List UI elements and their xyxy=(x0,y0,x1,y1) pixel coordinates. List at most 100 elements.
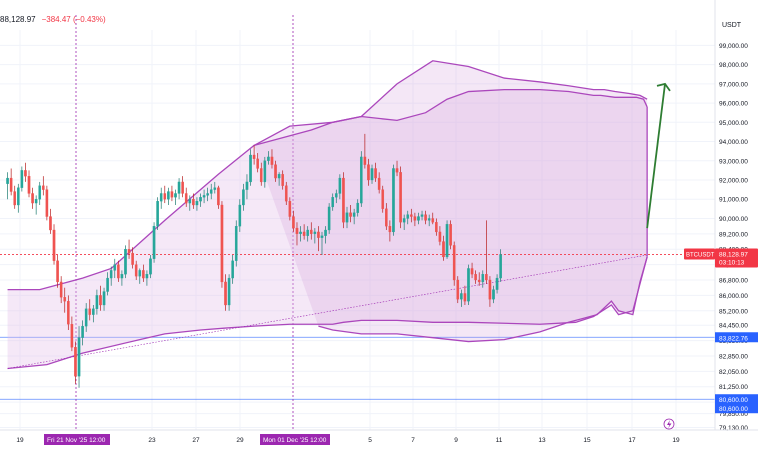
candle-body xyxy=(481,274,485,283)
outer-upper-band-line xyxy=(253,60,648,146)
date-highlight-label: Mon 01 Dec '25 12:00 xyxy=(263,437,327,444)
price-tick-label: 85,200.00 xyxy=(719,308,748,315)
candle-body xyxy=(377,177,381,190)
candle-body xyxy=(274,164,277,179)
price-tick-label: 94,000.00 xyxy=(719,139,748,146)
price-tick-label: 84,450.00 xyxy=(719,323,748,330)
time-tick-label: 7 xyxy=(411,437,415,444)
candle-body xyxy=(220,204,224,283)
candle-body xyxy=(359,156,363,204)
candle-body xyxy=(77,337,81,377)
candle-body xyxy=(142,270,145,279)
candle-body xyxy=(474,274,477,281)
time-tick-label: 27 xyxy=(192,437,200,444)
candle-body xyxy=(292,216,295,229)
candle-body xyxy=(63,297,67,302)
candle-body xyxy=(134,264,138,277)
candle-body xyxy=(177,181,181,194)
candle-body xyxy=(38,185,42,200)
symbol-label: BTCUSDT xyxy=(686,252,715,258)
price-tick-label: 96,000.00 xyxy=(719,101,748,108)
time-tick-label: 9 xyxy=(454,437,458,444)
time-tick-label: 11 xyxy=(496,437,503,444)
candle-body xyxy=(460,293,463,300)
candle-body xyxy=(167,191,170,200)
time-tick-label: 17 xyxy=(628,437,636,444)
price-tick-label: 79,130.00 xyxy=(719,425,748,432)
range-band-fill xyxy=(7,89,648,369)
candle-body xyxy=(59,281,63,298)
candle-body xyxy=(417,216,420,221)
alert-icon xyxy=(663,418,675,430)
candle-body xyxy=(463,293,467,302)
projection-arrow-line xyxy=(646,83,666,229)
candle-body xyxy=(435,222,438,233)
candle-body xyxy=(184,193,188,204)
price-tick-label: 91,000.00 xyxy=(719,197,748,204)
candle-body xyxy=(231,260,234,279)
price-tick-label: 97,000.00 xyxy=(719,81,748,88)
price-level-label-box xyxy=(715,403,758,414)
price-axis-bg xyxy=(715,0,758,459)
date-highlight-box xyxy=(44,434,110,445)
candle-body xyxy=(102,291,106,306)
candle-body xyxy=(402,218,406,223)
countdown-label: 03:10:13 xyxy=(719,259,745,266)
outer-lower-band-line xyxy=(318,256,648,343)
candle-body xyxy=(227,277,231,306)
candle-body xyxy=(306,229,310,236)
candle-body xyxy=(309,229,313,234)
candle-body xyxy=(206,193,209,196)
price-level-label-box xyxy=(715,332,758,343)
candle-body xyxy=(195,201,199,206)
candle-body xyxy=(442,241,445,258)
candle-body xyxy=(245,181,249,190)
candle-body xyxy=(270,156,274,165)
candle-body xyxy=(317,231,320,238)
price-tick-label: 98,000.00 xyxy=(719,62,748,69)
price-tick-label: 92,000.00 xyxy=(719,178,748,185)
price-tick-label: 93,000.00 xyxy=(719,158,748,165)
time-tick-label: 29 xyxy=(236,437,244,444)
price-tick-label: 95,000.00 xyxy=(719,120,748,127)
candle-body xyxy=(109,270,113,279)
candle-body xyxy=(138,270,142,277)
candle-body xyxy=(27,176,31,194)
candle-body xyxy=(20,170,24,188)
candle-body xyxy=(356,202,360,213)
candle-body xyxy=(302,231,306,236)
time-tick-label: 23 xyxy=(148,437,156,444)
candle-body xyxy=(352,212,356,217)
candle-body xyxy=(295,227,299,234)
candle-body xyxy=(252,154,256,159)
candle-body xyxy=(395,168,399,173)
candle-body xyxy=(163,193,167,200)
candle-body xyxy=(342,177,345,223)
candle-body xyxy=(456,279,460,300)
candle-body xyxy=(117,264,120,279)
candle-body xyxy=(170,191,174,198)
range-band-inner-fill xyxy=(254,60,648,342)
candle-body xyxy=(438,231,442,242)
candle-body xyxy=(413,216,417,221)
candle-body xyxy=(445,224,449,258)
candle-body xyxy=(477,279,481,283)
candle-body xyxy=(324,229,327,236)
candle-body xyxy=(224,281,227,306)
candle-body xyxy=(202,195,206,198)
candle-body xyxy=(327,206,331,231)
candle-body xyxy=(431,218,435,223)
candle-body xyxy=(385,208,388,227)
time-tick-label: 13 xyxy=(538,437,546,444)
candle-body xyxy=(34,199,38,204)
symbol-header: 88,128.97 −384.47 (−0.43%) xyxy=(0,15,106,24)
candle-body xyxy=(70,324,74,348)
candle-body xyxy=(281,174,284,186)
candle-body xyxy=(6,177,9,184)
candle-body xyxy=(249,154,252,183)
candle-body xyxy=(84,308,88,327)
candle-body xyxy=(392,168,395,233)
candle-body xyxy=(149,258,152,275)
candle-body xyxy=(381,189,385,209)
